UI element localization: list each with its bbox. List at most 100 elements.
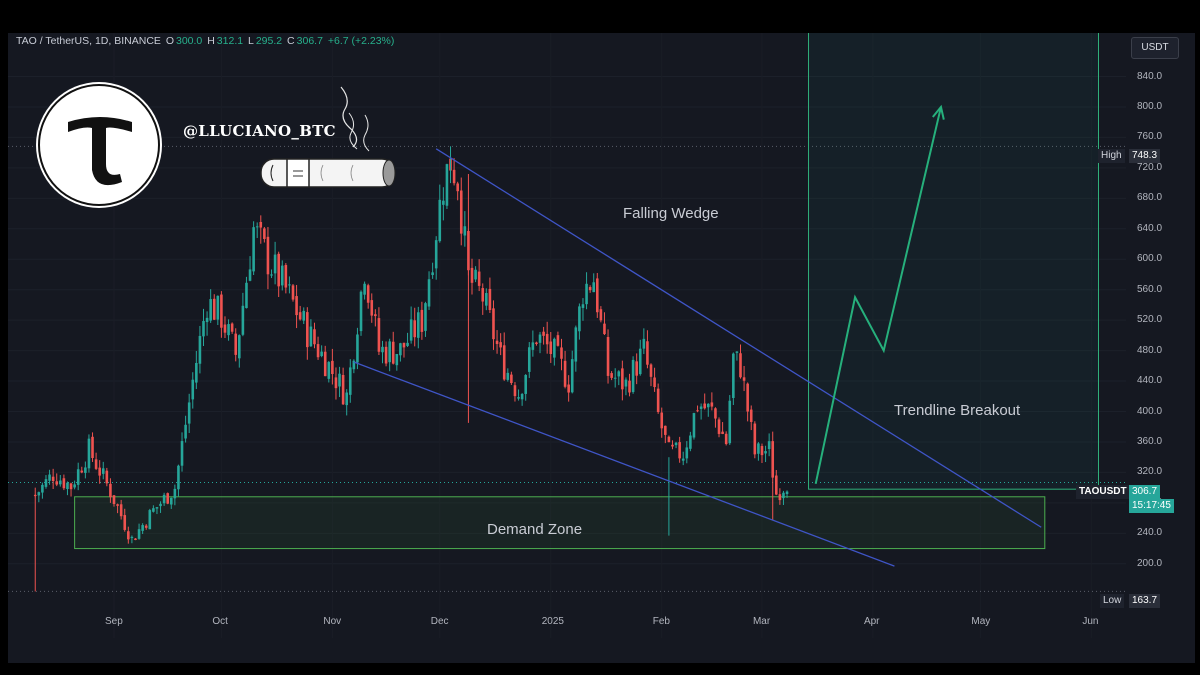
x-tick-label: Feb bbox=[652, 616, 670, 627]
candle-body bbox=[374, 314, 377, 317]
candle-body bbox=[141, 525, 144, 531]
candle-body bbox=[388, 341, 391, 363]
candle-body bbox=[187, 402, 191, 424]
candle-body bbox=[610, 373, 613, 378]
candle-body bbox=[76, 469, 80, 485]
candle-body bbox=[452, 169, 456, 184]
candle-body bbox=[749, 409, 753, 422]
currency-button[interactable]: USDT bbox=[1131, 37, 1179, 59]
candle-body bbox=[492, 308, 495, 340]
candle-body bbox=[137, 529, 141, 539]
candle-body bbox=[635, 361, 638, 376]
candle-body bbox=[739, 353, 742, 378]
candle-body bbox=[728, 400, 732, 444]
candle-body bbox=[420, 309, 424, 332]
y-tick-label: 200.0 bbox=[1137, 557, 1163, 569]
candle-body bbox=[359, 291, 363, 332]
candle-body bbox=[760, 446, 764, 456]
candle-body bbox=[255, 226, 259, 228]
candle-body bbox=[134, 538, 137, 541]
candle-body bbox=[84, 467, 87, 473]
candle-body bbox=[334, 377, 338, 389]
cigar-icon bbox=[260, 86, 396, 188]
last-price-tag: 306.7 bbox=[1129, 485, 1161, 499]
candle-body bbox=[62, 478, 66, 489]
candle-body bbox=[585, 283, 588, 305]
x-tick-label: May bbox=[971, 616, 991, 627]
candle-body bbox=[205, 317, 209, 323]
candle-body bbox=[424, 303, 427, 331]
candle-body bbox=[542, 331, 545, 336]
candle-body bbox=[55, 481, 59, 485]
candle-body bbox=[327, 362, 331, 379]
candle-body bbox=[617, 371, 621, 377]
trendlines bbox=[353, 104, 1042, 567]
x-tick-label: Oct bbox=[212, 616, 228, 627]
candle-body bbox=[556, 335, 560, 346]
candle-body bbox=[259, 221, 263, 228]
candle-body bbox=[549, 341, 553, 355]
candle-body bbox=[105, 470, 109, 484]
candle-body bbox=[98, 467, 101, 476]
candle-body bbox=[377, 318, 381, 352]
candle-body bbox=[48, 474, 51, 481]
breakout-path bbox=[814, 106, 942, 485]
candle-body bbox=[689, 435, 692, 449]
candle-body bbox=[123, 515, 127, 530]
candle-body bbox=[764, 451, 767, 454]
candle-body bbox=[732, 353, 735, 398]
candle-body bbox=[234, 333, 238, 355]
candle-body bbox=[212, 298, 216, 320]
candle-body bbox=[227, 324, 230, 336]
candle-body bbox=[696, 410, 699, 412]
y-tick-label: 760.0 bbox=[1137, 131, 1163, 143]
candle-body bbox=[535, 342, 538, 345]
candle-body bbox=[742, 377, 746, 381]
t-logo-icon bbox=[38, 84, 160, 206]
candle-body bbox=[87, 438, 91, 469]
candle-body bbox=[628, 380, 631, 393]
candle-body bbox=[370, 300, 374, 316]
chart-area[interactable]: TAO / TetherUS, 1D, BINANCE O 300.0 H 312.… bbox=[8, 33, 1195, 663]
candle-body bbox=[775, 475, 778, 495]
candle-body bbox=[152, 508, 155, 512]
candle-body bbox=[288, 284, 291, 286]
candle-body bbox=[148, 510, 152, 530]
author-handle: @LLUCIANO_BTC bbox=[183, 122, 336, 140]
candle-body bbox=[671, 444, 674, 447]
candle-body bbox=[184, 424, 187, 439]
candle-body bbox=[596, 278, 599, 313]
candle-body bbox=[356, 334, 359, 363]
candle-body bbox=[724, 433, 728, 445]
candle-body bbox=[155, 507, 159, 509]
candle-body bbox=[173, 488, 177, 499]
candle-body bbox=[159, 503, 162, 507]
close-value: 306.7 bbox=[296, 35, 323, 47]
candle-body bbox=[263, 228, 266, 239]
candle-body bbox=[238, 335, 241, 359]
candle-body bbox=[667, 436, 671, 443]
candle-body bbox=[316, 344, 320, 358]
candle-body bbox=[699, 406, 703, 409]
candle-body bbox=[642, 338, 646, 349]
candle-body bbox=[553, 338, 556, 358]
candle-body bbox=[427, 279, 431, 307]
candle-body bbox=[94, 459, 98, 469]
candle-body bbox=[352, 360, 356, 370]
y-tick-label: 480.0 bbox=[1137, 344, 1163, 356]
candle-body bbox=[417, 312, 420, 338]
candle-body bbox=[381, 346, 384, 353]
low-tag-value: 163.7 bbox=[1129, 594, 1161, 608]
candle-body bbox=[703, 403, 706, 409]
candle-body bbox=[782, 492, 785, 499]
candle-body bbox=[574, 327, 578, 362]
x-tick-label: Dec bbox=[430, 616, 449, 627]
price-chart[interactable] bbox=[8, 33, 1195, 663]
candle-body bbox=[409, 319, 413, 341]
candle-body bbox=[685, 447, 689, 459]
demand-zone-label: Demand Zone bbox=[487, 521, 583, 538]
wedge-upper-line bbox=[435, 148, 1042, 528]
x-tick-label: Sep bbox=[105, 616, 123, 627]
candle-body bbox=[567, 384, 570, 393]
candle-body bbox=[638, 348, 642, 375]
